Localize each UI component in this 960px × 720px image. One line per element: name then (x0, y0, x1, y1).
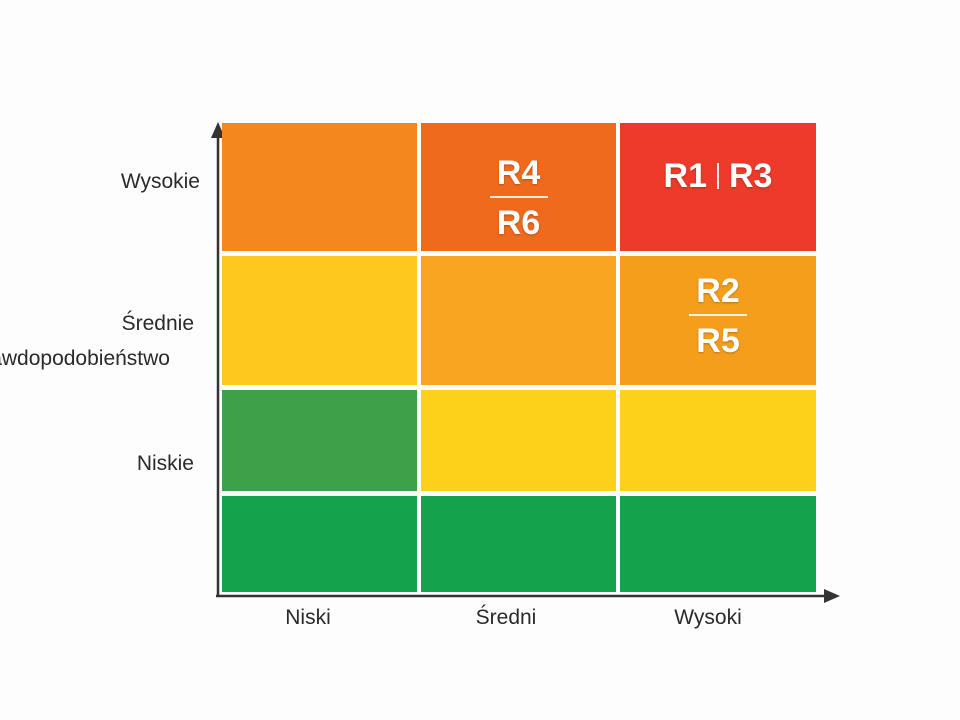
matrix-cell-row-bottom-col-medium (421, 496, 616, 592)
matrix-cell-row-high-col-medium: R4 R6 (421, 123, 616, 251)
risk-label: R5 (696, 322, 740, 360)
risk-label-group: R1 R3 (664, 159, 773, 193)
matrix-cell-row-medium-col-medium (421, 256, 616, 385)
label-divider (489, 196, 548, 198)
matrix-cell-row-medium-col-low (222, 256, 417, 385)
label-divider (689, 314, 747, 316)
y-tick-low: Niskie (136, 452, 194, 475)
x-axis-arrow-icon (824, 589, 840, 603)
risk-label: R1 (663, 157, 707, 195)
risk-label-group: R2 R5 (689, 274, 747, 358)
y-axis-arrow-icon (211, 122, 225, 138)
matrix-cell-row-high-col-low (222, 123, 417, 251)
matrix-cell-row-bottom-col-low (222, 496, 417, 592)
x-tick-high: Wysoki (674, 606, 742, 629)
risk-label: R2 (696, 272, 740, 310)
risk-label-group: R4 R6 (489, 154, 548, 242)
matrix-cell-row-bottom-col-high (620, 496, 816, 592)
y-tick-high: Wysokie (120, 170, 200, 193)
label-divider (717, 163, 719, 189)
risk-label: R6 (496, 204, 541, 242)
matrix-cell-row-low-col-low (222, 390, 417, 491)
risk-label: R3 (729, 157, 773, 195)
matrix-cell-row-high-col-high: R1 R3 (620, 123, 816, 251)
matrix-cell-row-low-col-medium (421, 390, 616, 491)
matrix-cell-row-low-col-high (620, 390, 816, 491)
x-tick-medium: Średni (475, 606, 537, 629)
y-tick-medium: Średnie (121, 312, 194, 335)
y-axis-title: Prawdopodobieństwo (0, 347, 170, 370)
risk-label: R4 (496, 154, 541, 192)
matrix-cell-row-medium-col-high: R2 R5 (620, 256, 816, 385)
x-tick-low: Niski (285, 606, 331, 629)
